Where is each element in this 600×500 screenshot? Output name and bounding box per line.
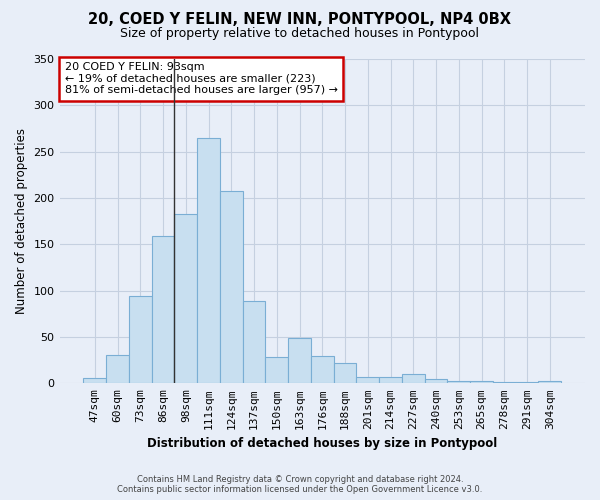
Bar (288, 338, 311, 384)
Bar (311, 356, 334, 384)
Bar (515, 382, 538, 384)
Bar (448, 380, 470, 384)
Bar (334, 363, 356, 384)
Bar (83, 378, 106, 384)
Bar (106, 354, 129, 384)
Bar (265, 358, 288, 384)
Bar (152, 236, 175, 384)
Bar (356, 377, 379, 384)
Text: Size of property relative to detached houses in Pontypool: Size of property relative to detached ho… (121, 28, 479, 40)
Bar (538, 380, 561, 384)
X-axis label: Distribution of detached houses by size in Pontypool: Distribution of detached houses by size … (147, 437, 497, 450)
Bar (242, 301, 265, 384)
Text: Contains HM Land Registry data © Crown copyright and database right 2024.
Contai: Contains HM Land Registry data © Crown c… (118, 474, 482, 494)
Y-axis label: Number of detached properties: Number of detached properties (15, 128, 28, 314)
Bar (425, 378, 448, 384)
Bar (220, 190, 242, 384)
Bar (470, 380, 493, 384)
Bar (402, 374, 425, 384)
Bar (379, 377, 402, 384)
Bar (129, 296, 152, 384)
Bar (493, 382, 515, 384)
Text: 20, COED Y FELIN, NEW INN, PONTYPOOL, NP4 0BX: 20, COED Y FELIN, NEW INN, PONTYPOOL, NP… (89, 12, 511, 28)
Text: 20 COED Y FELIN: 93sqm
← 19% of detached houses are smaller (223)
81% of semi-de: 20 COED Y FELIN: 93sqm ← 19% of detached… (65, 62, 338, 96)
Bar (175, 214, 197, 384)
Bar (197, 138, 220, 384)
